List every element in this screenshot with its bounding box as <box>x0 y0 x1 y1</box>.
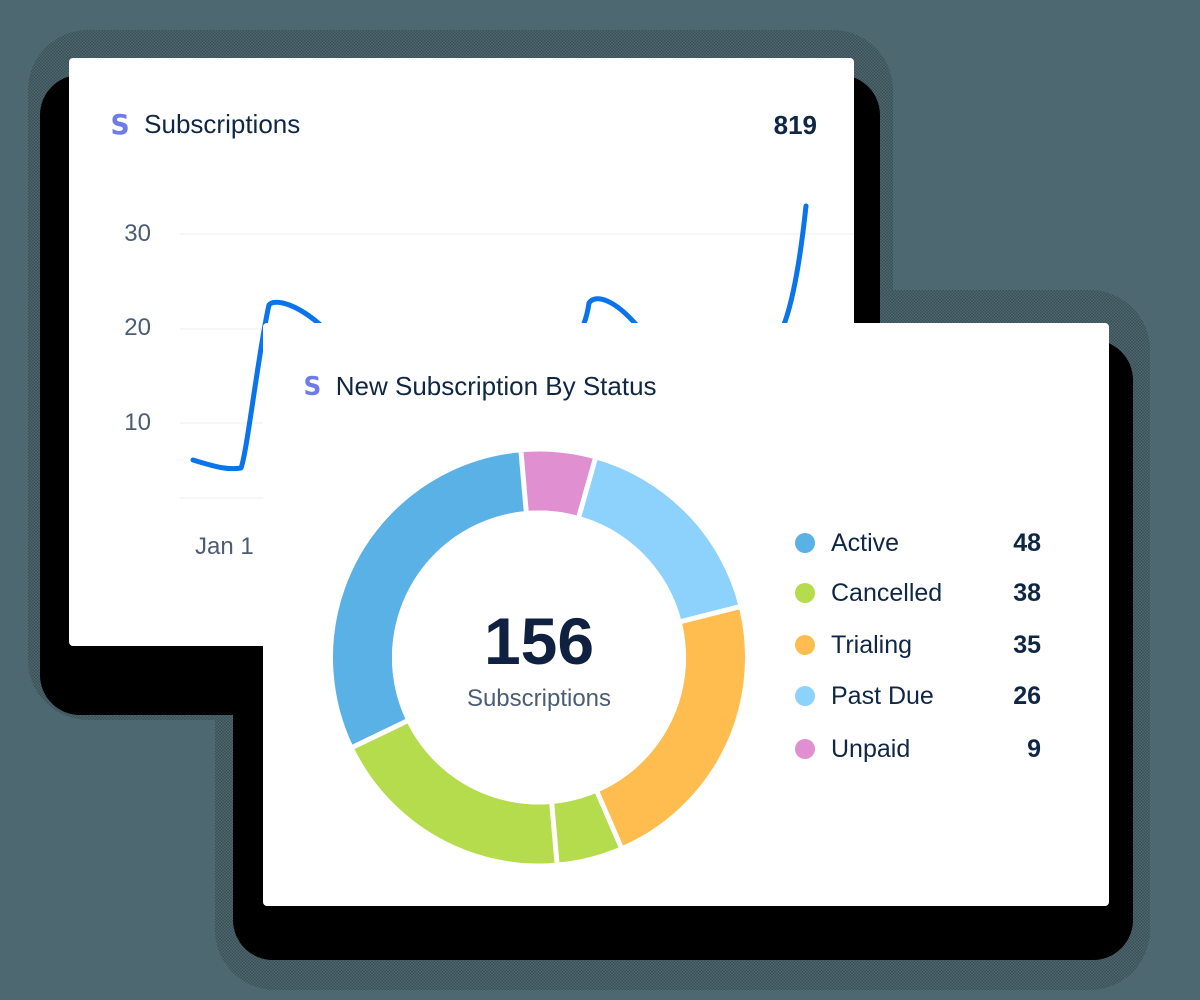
legend-dot-icon <box>795 739 815 759</box>
legend-item-active[interactable]: Active 48 <box>795 526 1041 560</box>
center-label: Subscriptions <box>466 685 612 712</box>
legend-item-past-due[interactable]: Past Due 26 <box>795 679 1041 713</box>
stripe-s-icon: S <box>303 371 322 402</box>
total-count: 819 <box>773 110 817 140</box>
stripe-s-icon: S <box>110 108 130 141</box>
legend-dot-icon <box>795 635 815 655</box>
y-tick-10: 10 <box>124 409 151 436</box>
center-total: 156 <box>483 604 595 678</box>
legend-item-unpaid[interactable]: Unpaid 9 <box>795 732 1041 766</box>
x-tick-jan-1: Jan 1 <box>195 533 254 560</box>
status-card: S New Subscription By Status 156 <box>263 323 1109 906</box>
legend-item-trialing[interactable]: Trialing 35 <box>795 628 1041 662</box>
legend-dot-icon <box>795 533 815 553</box>
card-title: S New Subscription By Status <box>303 371 657 402</box>
card-title-text: Subscriptions <box>144 109 301 139</box>
y-tick-30: 30 <box>124 220 151 247</box>
donut-chart: 156 Subscriptions <box>333 450 745 865</box>
card-title-text: New Subscription By Status <box>335 371 657 401</box>
legend-dot-icon <box>795 686 815 706</box>
legend-item-cancelled[interactable]: Cancelled 38 <box>795 576 1041 610</box>
y-tick-20: 20 <box>124 314 151 341</box>
legend-dot-icon <box>795 583 815 603</box>
card-title: S Subscriptions <box>110 108 301 141</box>
